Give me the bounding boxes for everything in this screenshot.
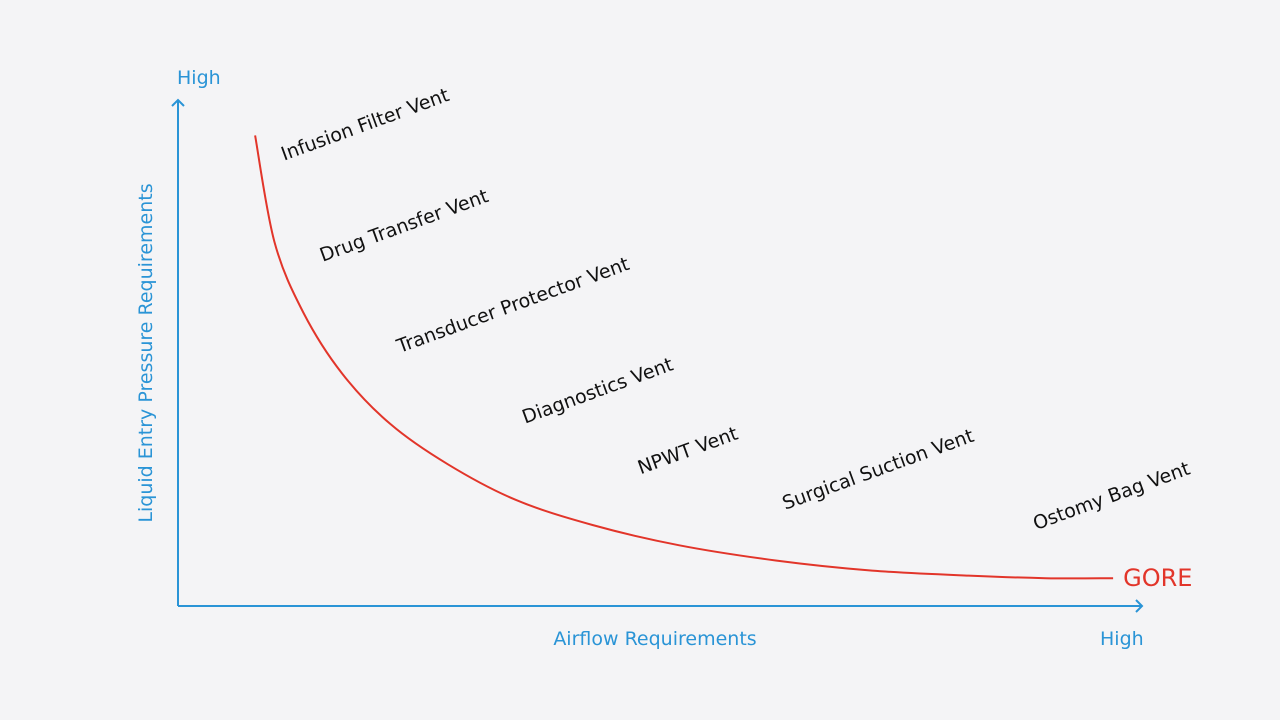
annotation-label: Diagnostics Vent (519, 353, 676, 428)
x-high-label: High (1100, 628, 1144, 650)
annotation-label: Infusion Filter Vent (278, 84, 452, 165)
plot-layer: GORE Infusion Filter Vent Drug Transfer Ve… (254, 84, 1193, 592)
annotation-label: Surgical Suction Vent (779, 425, 976, 515)
x-axis-label: Airflow Requirements (553, 628, 756, 650)
y-high-label: High (177, 67, 221, 89)
annotation-label: Ostomy Bag Vent (1030, 458, 1193, 535)
annotation-label: Transducer Protector Vent (393, 253, 632, 358)
annotation-label: NPWT Vent (635, 423, 741, 480)
y-axis-label: Liquid Entry Pressure Requirements (135, 183, 157, 522)
series-line-gore (254, 135, 1114, 580)
annotation-label: Drug Transfer Vent (317, 185, 492, 266)
series-label-gore: GORE (1123, 564, 1192, 592)
